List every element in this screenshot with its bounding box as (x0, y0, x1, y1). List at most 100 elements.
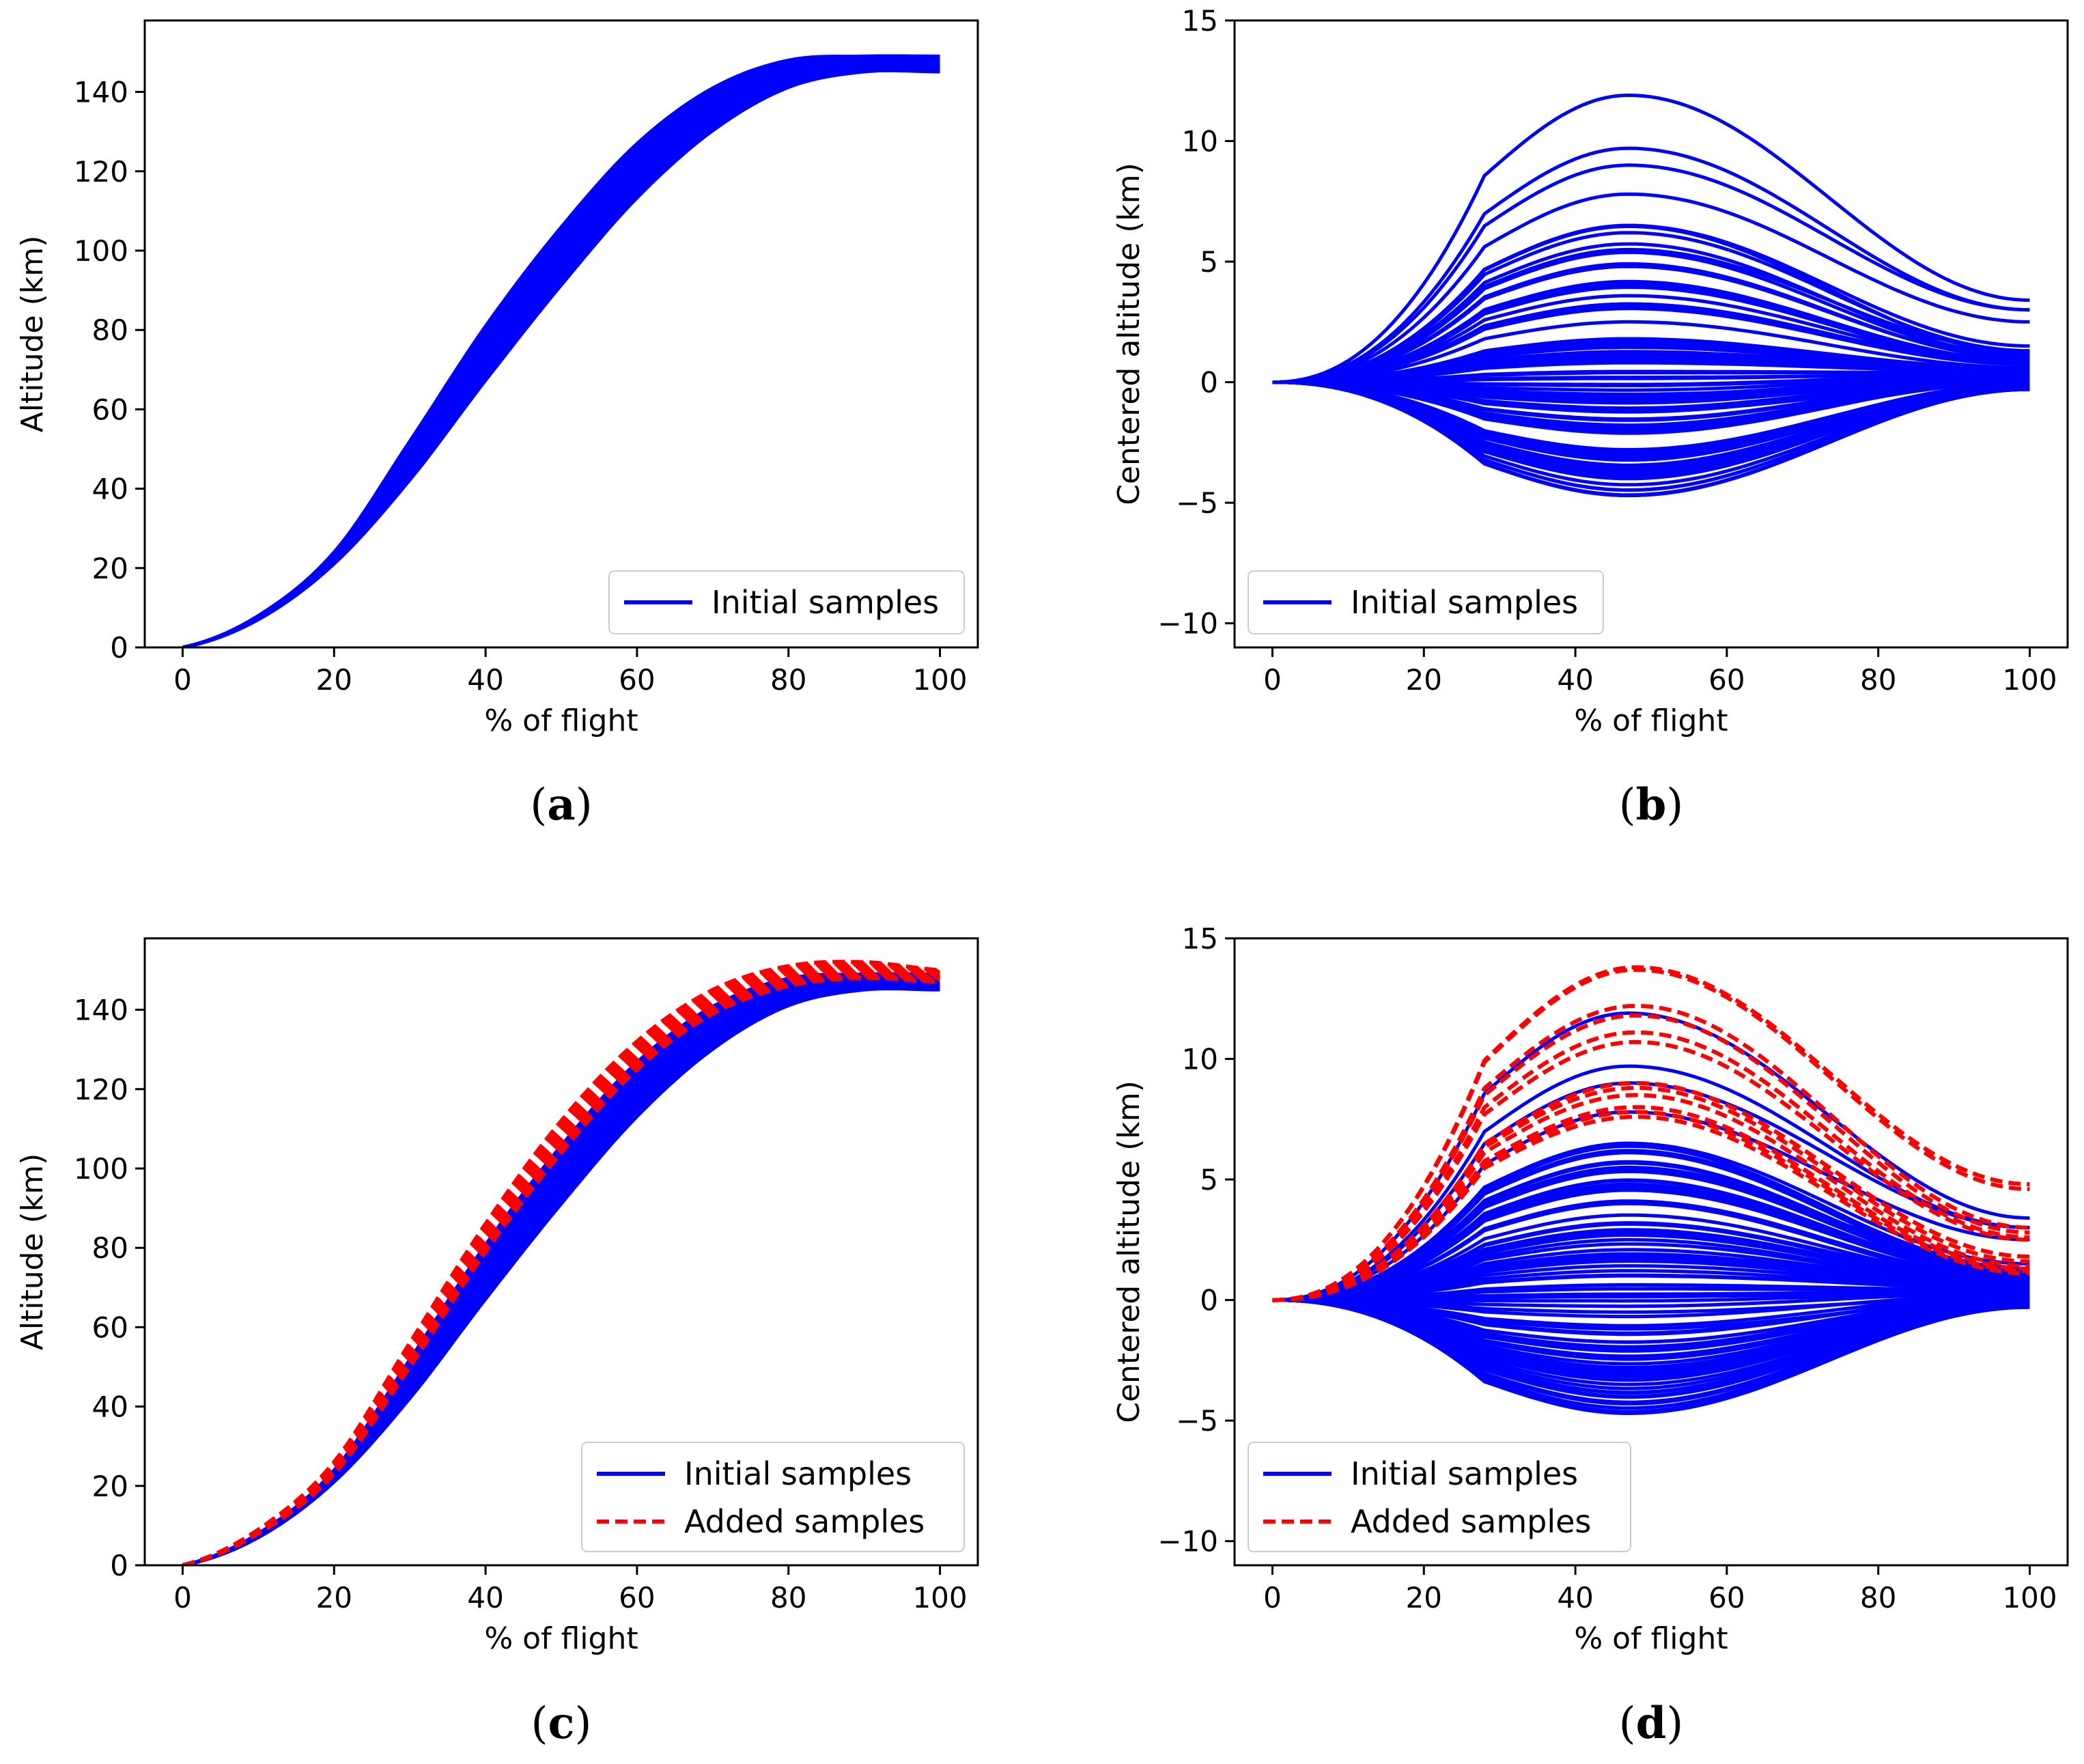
x-tick-label: 0 (173, 663, 192, 697)
series-line (182, 66, 940, 647)
series-line (182, 58, 940, 647)
series-line (182, 55, 940, 647)
x-axis-label: % of flight (484, 703, 638, 738)
series-line (182, 66, 940, 647)
legend-label: Initial samples (684, 1455, 912, 1492)
x-axis-label: % of flight (1574, 703, 1728, 738)
x-tick-label: 0 (173, 1581, 192, 1614)
panel-caption: (a) (530, 779, 592, 830)
legend-label: Added samples (1351, 1503, 1591, 1540)
y-tick-label: 140 (74, 76, 128, 109)
series-line (182, 63, 940, 647)
series-line (182, 60, 940, 647)
series-line (182, 59, 940, 647)
series-line (1272, 1292, 2030, 1319)
series-line (182, 63, 940, 647)
y-tick-label: 100 (74, 234, 128, 268)
series-added-samples (1272, 965, 2030, 1302)
series-line (1272, 1039, 2030, 1302)
series-line (1272, 1013, 2030, 1302)
series-line (1272, 1293, 2030, 1328)
series-line (1272, 380, 2030, 457)
series-line (1272, 1283, 2030, 1302)
series-line (1272, 359, 2030, 384)
axes-frame (1233, 937, 2069, 1567)
y-tick-label: 140 (74, 994, 128, 1027)
y-tick-label: 80 (92, 1231, 128, 1265)
x-tick-label: 60 (619, 663, 655, 697)
series-line (182, 58, 940, 647)
series-line (182, 56, 940, 647)
y-tick-label: 80 (92, 313, 128, 347)
series-line (1272, 1298, 2030, 1371)
x-tick-label: 20 (316, 663, 352, 697)
axes-frame (143, 937, 979, 1567)
series-line (182, 55, 940, 647)
series-initial-samples (182, 54, 940, 647)
series-line (1272, 1295, 2030, 1335)
series-line (1272, 1188, 2030, 1302)
series-line (182, 64, 940, 647)
chart-panel-a: 0 20 40 60 80 100 0 20 40 60 80 100 120 140 % of fligh… (15, 19, 979, 830)
series-line (182, 68, 940, 647)
x-tick-label: 20 (316, 1581, 352, 1614)
series-line (1272, 1248, 2030, 1302)
plot-area (182, 54, 940, 647)
series-line (182, 966, 940, 1565)
series-line (182, 55, 940, 647)
series-line (182, 55, 940, 647)
series-line (182, 63, 940, 647)
y-tick-label: 120 (74, 1073, 128, 1106)
y-tick-label: 0 (110, 1549, 128, 1582)
series-line (1272, 1231, 2030, 1302)
series-line (1272, 1273, 2030, 1302)
plot-area (1272, 965, 2030, 1416)
legend-box (581, 1442, 965, 1552)
series-line (182, 57, 940, 647)
series-line (182, 64, 940, 647)
legend-box (1248, 1442, 1631, 1552)
series-line (1272, 1296, 2030, 1349)
series-line (182, 62, 940, 647)
series-line (182, 59, 940, 647)
y-tick-label: −5 (1176, 1404, 1218, 1438)
series-line (182, 57, 940, 647)
series-line (182, 59, 940, 647)
x-axis-label: % of flight (484, 1621, 638, 1656)
series-line (1272, 1289, 2030, 1302)
chart-panel-d: 0 20 40 60 80 100 −10 −5 0 5 10 15 % of flight Center… (1112, 922, 2069, 1749)
y-tick-label: 10 (1182, 125, 1218, 158)
x-tick-label: 100 (2002, 1581, 2057, 1614)
series-line (1272, 1298, 2030, 1395)
panel-caption: (b) (1619, 779, 1684, 830)
x-tick-label: 80 (770, 1581, 806, 1614)
series-line (1272, 146, 2030, 384)
series-line (1272, 281, 2030, 384)
series-line (182, 57, 940, 647)
series-line (182, 56, 940, 647)
series-line (1272, 376, 2030, 410)
y-tick-label: −10 (1157, 607, 1218, 641)
series-line (182, 62, 940, 647)
x-tick-label: 40 (467, 1581, 503, 1614)
x-tick-label: 100 (912, 663, 967, 697)
y-tick-label: 15 (1182, 922, 1218, 955)
series-line (1272, 1199, 2030, 1302)
series-line (182, 56, 940, 647)
x-tick-label: 40 (1557, 1581, 1593, 1614)
y-tick-label: −5 (1176, 486, 1218, 520)
legend: Initial samples (608, 570, 965, 634)
x-tick-label: 40 (467, 663, 503, 697)
series-line (182, 61, 940, 647)
plot-area (182, 960, 940, 1565)
series-line (1272, 337, 2030, 384)
series-line (182, 66, 940, 647)
series-line (182, 56, 940, 647)
series-initial-samples (182, 972, 940, 1565)
y-tick-label: 20 (92, 552, 128, 585)
panel-caption: (d) (1619, 1698, 1684, 1749)
series-line (182, 57, 940, 647)
x-tick-label: 60 (1708, 663, 1745, 697)
series-line (1272, 262, 2030, 384)
series-line (1272, 93, 2030, 384)
